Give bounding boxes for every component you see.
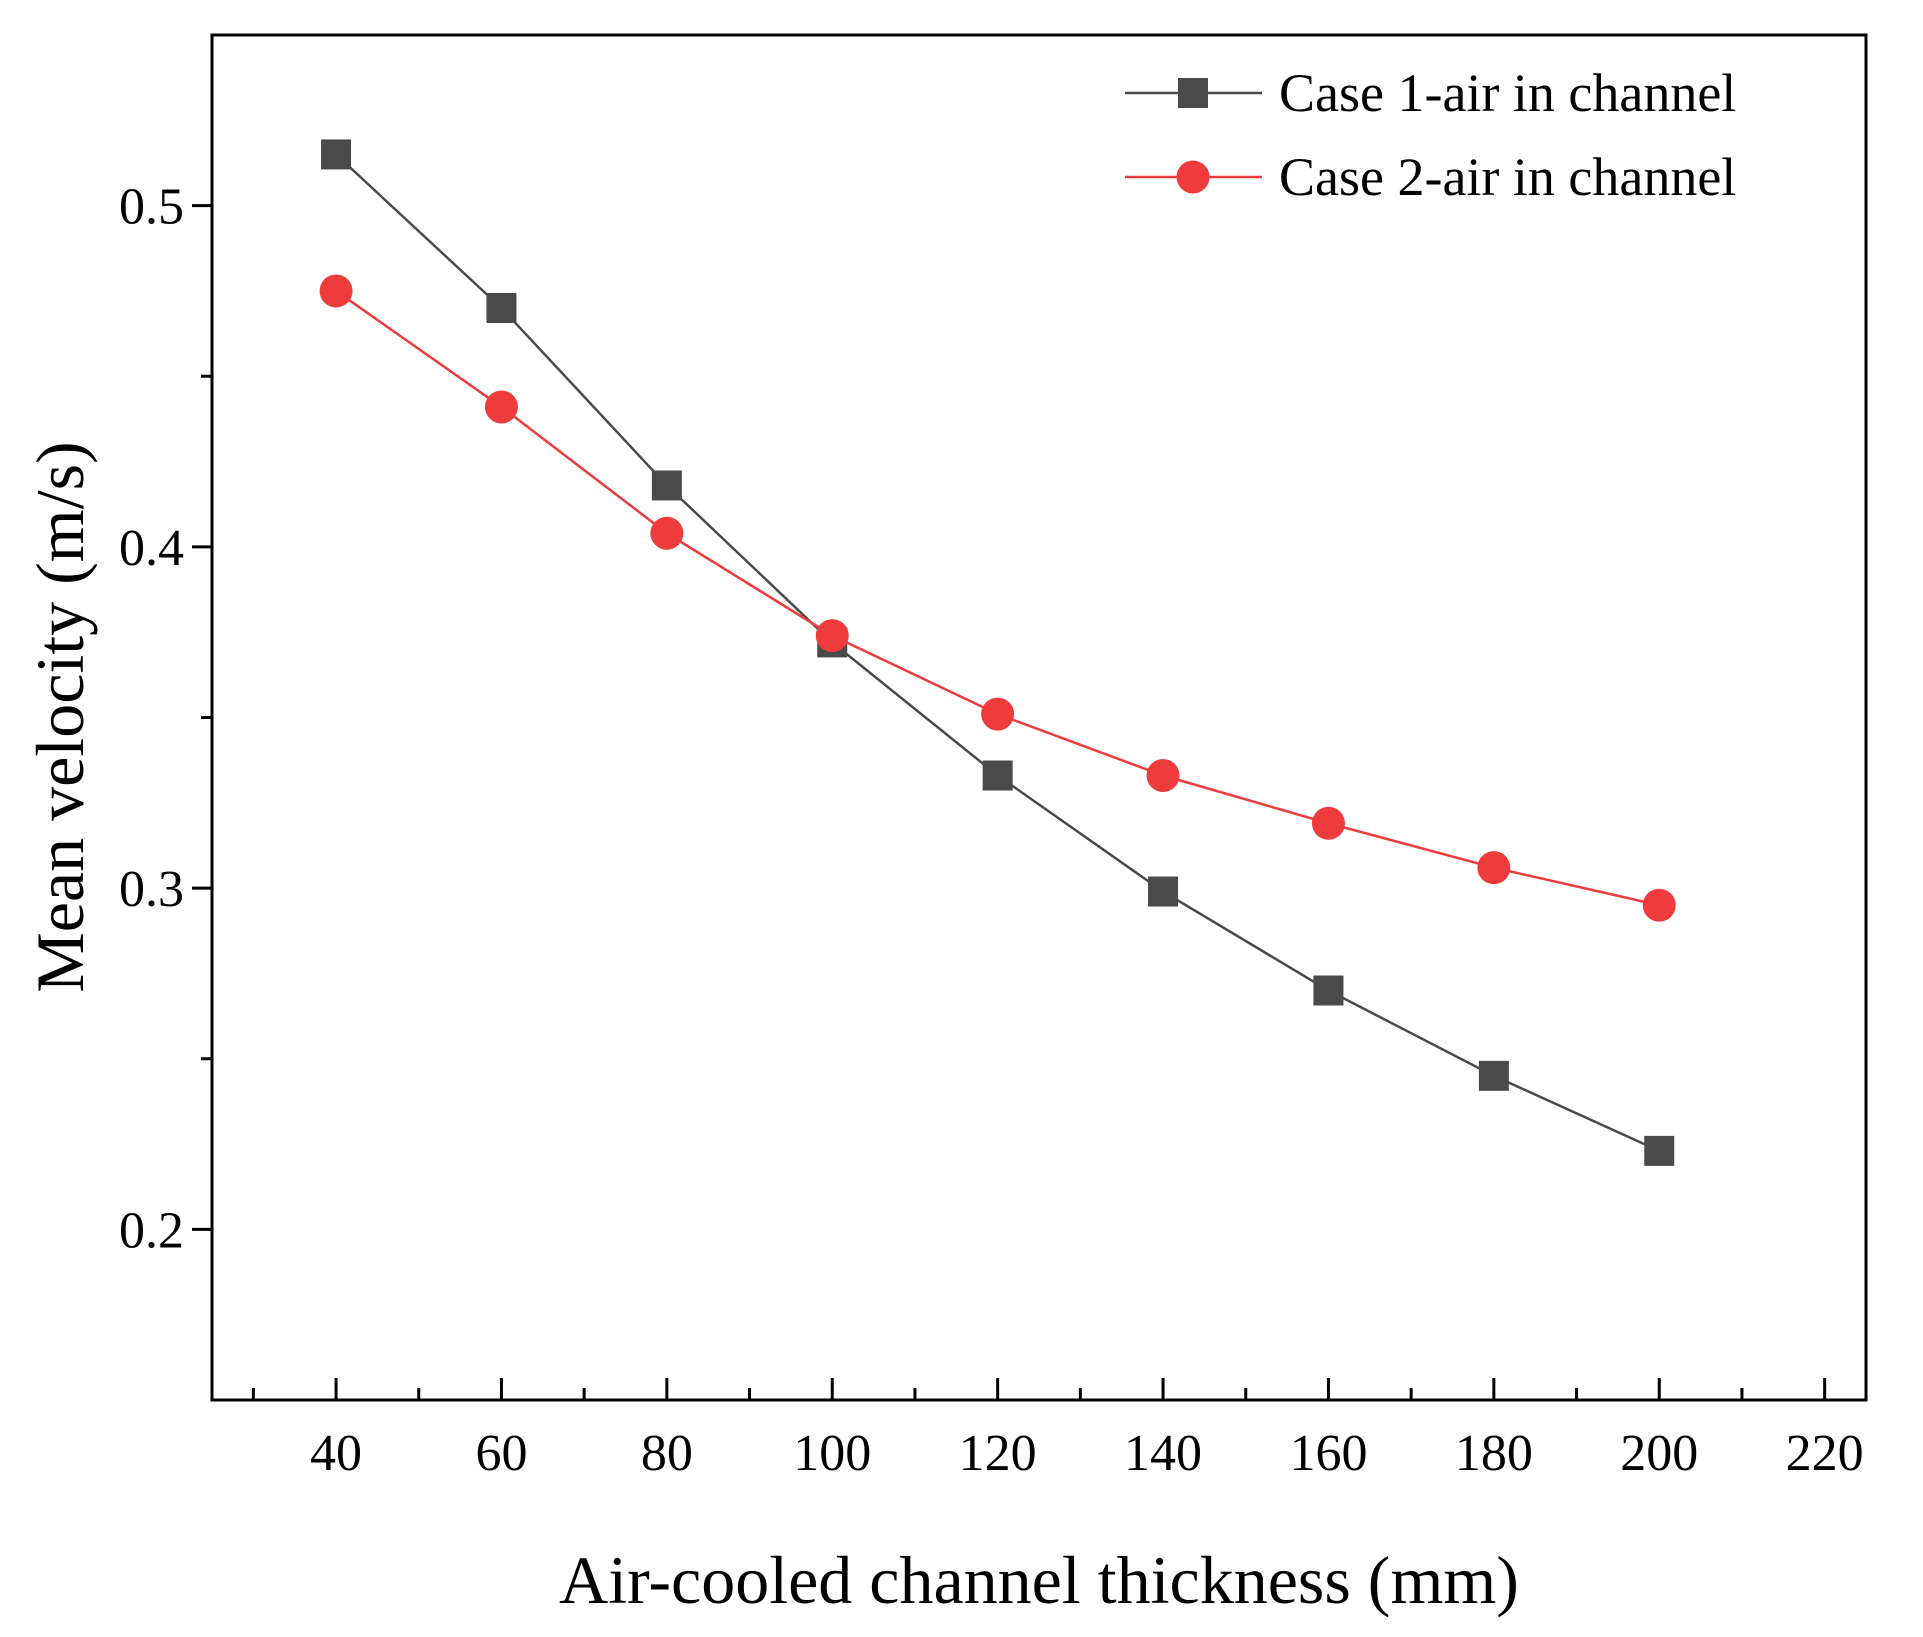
- x-tick-label: 80: [641, 1425, 693, 1482]
- data-point: [815, 619, 849, 653]
- x-tick-label: 200: [1620, 1425, 1698, 1482]
- x-tick-label: 220: [1786, 1425, 1864, 1482]
- x-tick-label: 100: [793, 1425, 871, 1482]
- data-point: [651, 470, 682, 501]
- x-axis: 40 60 80 100 120 140 160 180 200 220: [251, 1378, 1864, 1482]
- data-point: [1644, 1135, 1675, 1166]
- x-tick-label: 180: [1455, 1425, 1533, 1482]
- legend-marker: [1176, 160, 1210, 194]
- data-point: [1148, 876, 1179, 907]
- plot-frame: [210, 33, 1868, 1402]
- series-1: [321, 139, 1675, 1166]
- legend-label: Case 1-air in channel: [1279, 63, 1736, 123]
- legend-item: Case 2-air in channel: [1125, 147, 1736, 207]
- data-point: [982, 760, 1013, 791]
- series-line: [335, 153, 1660, 1153]
- legend: Case 1-air in channel Case 2-air in chann…: [1125, 63, 1736, 207]
- legend-item: Case 1-air in channel: [1125, 63, 1736, 123]
- data-point: [1313, 975, 1344, 1006]
- data-point: [981, 697, 1015, 731]
- series-layer: [319, 139, 1676, 1166]
- data-point: [321, 139, 352, 170]
- data-point: [1478, 1060, 1509, 1091]
- x-axis-title: Air-cooled channel thickness (mm): [559, 1542, 1519, 1618]
- data-point: [1311, 806, 1345, 840]
- series-line: [335, 289, 1660, 907]
- data-point: [319, 274, 353, 308]
- y-tick-label: 0.3: [119, 861, 184, 918]
- data-point: [1146, 759, 1180, 793]
- y-axis: 0.2 0.3 0.4 0.5: [119, 179, 212, 1259]
- data-point: [1477, 851, 1511, 885]
- series-2: [319, 274, 1676, 922]
- data-point: [486, 293, 517, 323]
- y-axis-title: Mean velocity (m/s): [22, 441, 98, 992]
- data-point: [484, 390, 518, 424]
- x-tick-label: 140: [1124, 1425, 1202, 1482]
- x-tick-label: 40: [310, 1425, 362, 1482]
- x-tick-label: 160: [1289, 1425, 1367, 1482]
- legend-label: Case 2-air in channel: [1279, 147, 1736, 207]
- legend-marker: [1178, 78, 1208, 108]
- y-tick-label: 0.2: [119, 1202, 184, 1259]
- x-tick-label: 120: [959, 1425, 1037, 1482]
- x-tick-label: 60: [475, 1425, 527, 1482]
- data-point: [1642, 888, 1676, 922]
- y-tick-label: 0.5: [119, 179, 184, 236]
- y-tick-label: 0.4: [119, 520, 184, 577]
- data-point: [650, 516, 684, 550]
